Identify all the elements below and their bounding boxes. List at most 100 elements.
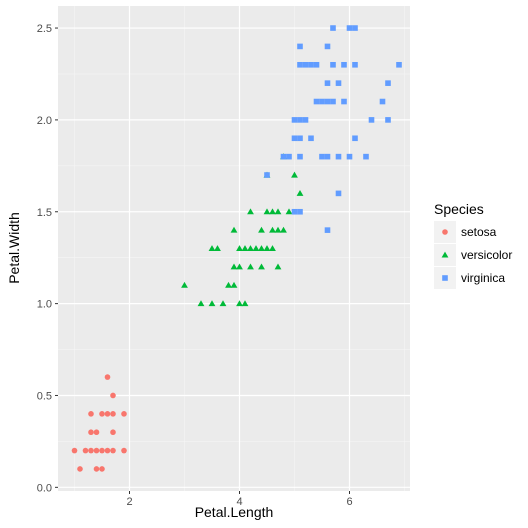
data-point-virginica: [324, 153, 331, 160]
data-point-virginica: [324, 80, 331, 86]
data-point-virginica: [264, 172, 270, 178]
data-point-virginica: [330, 61, 336, 68]
data-point-setosa: [121, 447, 127, 454]
y-axis: 0.0 0.5 1.0 1.5 2.0 2.5: [37, 23, 58, 494]
data-point-virginica: [291, 135, 298, 142]
data-point-versicolor: [258, 245, 265, 252]
data-point-versicolor: [247, 245, 254, 252]
data-point-versicolor: [225, 281, 232, 288]
data-point-versicolor: [274, 208, 282, 215]
legend: Species setosa versicolor virginica: [434, 201, 512, 289]
x-tick-label: 4: [236, 496, 242, 508]
data-point-versicolor: [208, 245, 216, 252]
data-point-virginica: [324, 227, 331, 233]
data-point-setosa: [99, 466, 105, 472]
data-point-setosa: [93, 429, 100, 436]
legend-key-setosa: [442, 229, 448, 235]
data-point-versicolor: [247, 263, 254, 270]
y-tick-label: 0.5: [37, 390, 52, 402]
data-point-setosa: [77, 466, 83, 472]
data-point-setosa: [88, 411, 94, 417]
data-point-virginica: [335, 190, 342, 197]
y-tick-label: 1.0: [37, 299, 52, 311]
data-point-versicolor: [269, 208, 276, 215]
data-point-virginica: [297, 153, 303, 160]
data-point-versicolor: [181, 281, 188, 288]
data-point-virginica: [335, 153, 342, 160]
data-point-versicolor: [274, 263, 282, 270]
data-point-virginica: [308, 135, 314, 142]
data-point-setosa: [104, 374, 111, 380]
data-point-virginica: [324, 98, 331, 105]
data-point-setosa: [104, 447, 111, 454]
data-point-versicolor: [236, 300, 243, 307]
data-point-virginica: [297, 43, 303, 50]
data-point-virginica: [341, 98, 347, 105]
data-point-setosa: [93, 466, 100, 472]
data-point-versicolor: [274, 226, 282, 233]
data-point-versicolor: [208, 300, 216, 307]
y-tick-label: 2.0: [37, 115, 52, 127]
legend-label-versicolor: versicolor: [461, 248, 512, 262]
data-point-setosa: [71, 447, 78, 454]
data-point-setosa: [121, 411, 127, 417]
data-point-versicolor: [197, 300, 205, 307]
data-point-virginica: [313, 98, 320, 105]
data-point-versicolor: [258, 226, 265, 233]
data-point-versicolor: [269, 226, 276, 233]
data-point-virginica: [302, 117, 309, 123]
data-point-virginica: [385, 80, 391, 86]
data-point-versicolor: [236, 245, 243, 252]
data-point-versicolor: [296, 189, 304, 196]
data-point-versicolor: [285, 208, 293, 215]
data-point-virginica: [280, 153, 287, 160]
y-tick-label: 1.5: [37, 207, 52, 219]
legend-label-virginica: virginica: [461, 271, 505, 285]
data-point-virginica: [346, 153, 353, 160]
data-point-versicolor: [230, 226, 238, 233]
x-axis: 2 4 6: [126, 491, 353, 508]
x-tick-label: 6: [346, 496, 352, 508]
grid-minor: [58, 6, 410, 491]
data-point-versicolor: [219, 300, 227, 307]
data-point-virginica: [352, 135, 358, 142]
data-point-versicolor: [280, 226, 287, 233]
data-point-setosa: [110, 447, 116, 454]
data-point-versicolor: [263, 208, 271, 215]
data-point-setosa: [93, 447, 100, 454]
data-point-setosa: [88, 447, 94, 454]
data-point-virginica: [341, 61, 347, 68]
data-point-versicolor: [241, 300, 249, 307]
y-tick-label: 0.0: [37, 482, 52, 494]
data-point-virginica: [330, 98, 336, 105]
data-point-versicolor: [263, 245, 271, 252]
data-point-versicolor: [230, 281, 238, 288]
data-point-virginica: [385, 117, 391, 123]
data-point-virginica: [297, 117, 303, 123]
x-axis-title: Petal.Length: [195, 504, 274, 520]
data-point-virginica: [363, 153, 369, 160]
data-point-virginica: [297, 61, 303, 68]
data-point-virginica: [346, 25, 353, 31]
data-point-virginica: [319, 98, 325, 105]
data-point-versicolor: [252, 245, 260, 252]
data-point-setosa: [88, 429, 94, 436]
data-point-virginica: [302, 61, 309, 68]
data-point-virginica: [313, 61, 320, 68]
x-tick-label: 2: [126, 496, 132, 508]
data-point-setosa: [99, 411, 105, 417]
data-point-versicolor: [291, 171, 298, 178]
data-point-virginica: [379, 98, 386, 105]
data-point-virginica: [324, 43, 331, 50]
data-point-versicolor: [258, 263, 265, 270]
legend-title: Species: [434, 201, 484, 217]
data-point-setosa: [99, 447, 105, 454]
data-point-versicolor: [236, 263, 243, 270]
grid-major: [58, 6, 410, 491]
legend-key-versicolor: [441, 251, 449, 258]
data-point-versicolor: [214, 245, 221, 252]
panel-background: [58, 6, 410, 491]
data-point-virginica: [291, 117, 298, 123]
y-tick-label: 2.5: [37, 23, 52, 35]
